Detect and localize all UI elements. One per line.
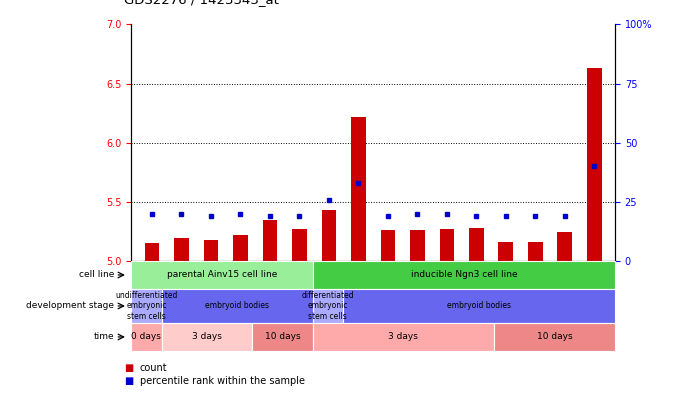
Bar: [381, 230, 395, 261]
Text: development stage: development stage: [26, 301, 114, 311]
Bar: [498, 242, 513, 261]
Text: undifferentiated
embryonic
stem cells: undifferentiated embryonic stem cells: [115, 291, 178, 321]
Text: embryoid bodies: embryoid bodies: [205, 301, 269, 311]
Bar: [204, 240, 218, 261]
Text: GDS2276 / 1423343_at: GDS2276 / 1423343_at: [124, 0, 279, 6]
Text: 3 days: 3 days: [192, 333, 222, 341]
Bar: [292, 229, 307, 261]
Text: differentiated
embryonic
stem cells: differentiated embryonic stem cells: [301, 291, 354, 321]
Bar: [144, 243, 160, 261]
Text: embryoid bodies: embryoid bodies: [447, 301, 511, 311]
Bar: [587, 68, 602, 261]
Text: inducible Ngn3 cell line: inducible Ngn3 cell line: [410, 271, 517, 279]
Text: ■: ■: [124, 376, 133, 386]
Bar: [263, 220, 277, 261]
Text: ■: ■: [124, 363, 133, 373]
Bar: [410, 230, 425, 261]
Bar: [351, 117, 366, 261]
Text: cell line: cell line: [79, 271, 114, 279]
Text: 0 days: 0 days: [131, 333, 161, 341]
Bar: [558, 232, 572, 261]
Bar: [528, 242, 542, 261]
Bar: [469, 228, 484, 261]
Text: percentile rank within the sample: percentile rank within the sample: [140, 376, 305, 386]
Text: 3 days: 3 days: [388, 333, 418, 341]
Bar: [233, 235, 248, 261]
Text: 10 days: 10 days: [537, 333, 572, 341]
Bar: [321, 210, 337, 261]
Bar: [439, 229, 454, 261]
Text: count: count: [140, 363, 167, 373]
Bar: [174, 237, 189, 261]
Text: parental Ainv15 cell line: parental Ainv15 cell line: [167, 271, 277, 279]
Text: time: time: [93, 333, 114, 341]
Text: 10 days: 10 days: [265, 333, 301, 341]
